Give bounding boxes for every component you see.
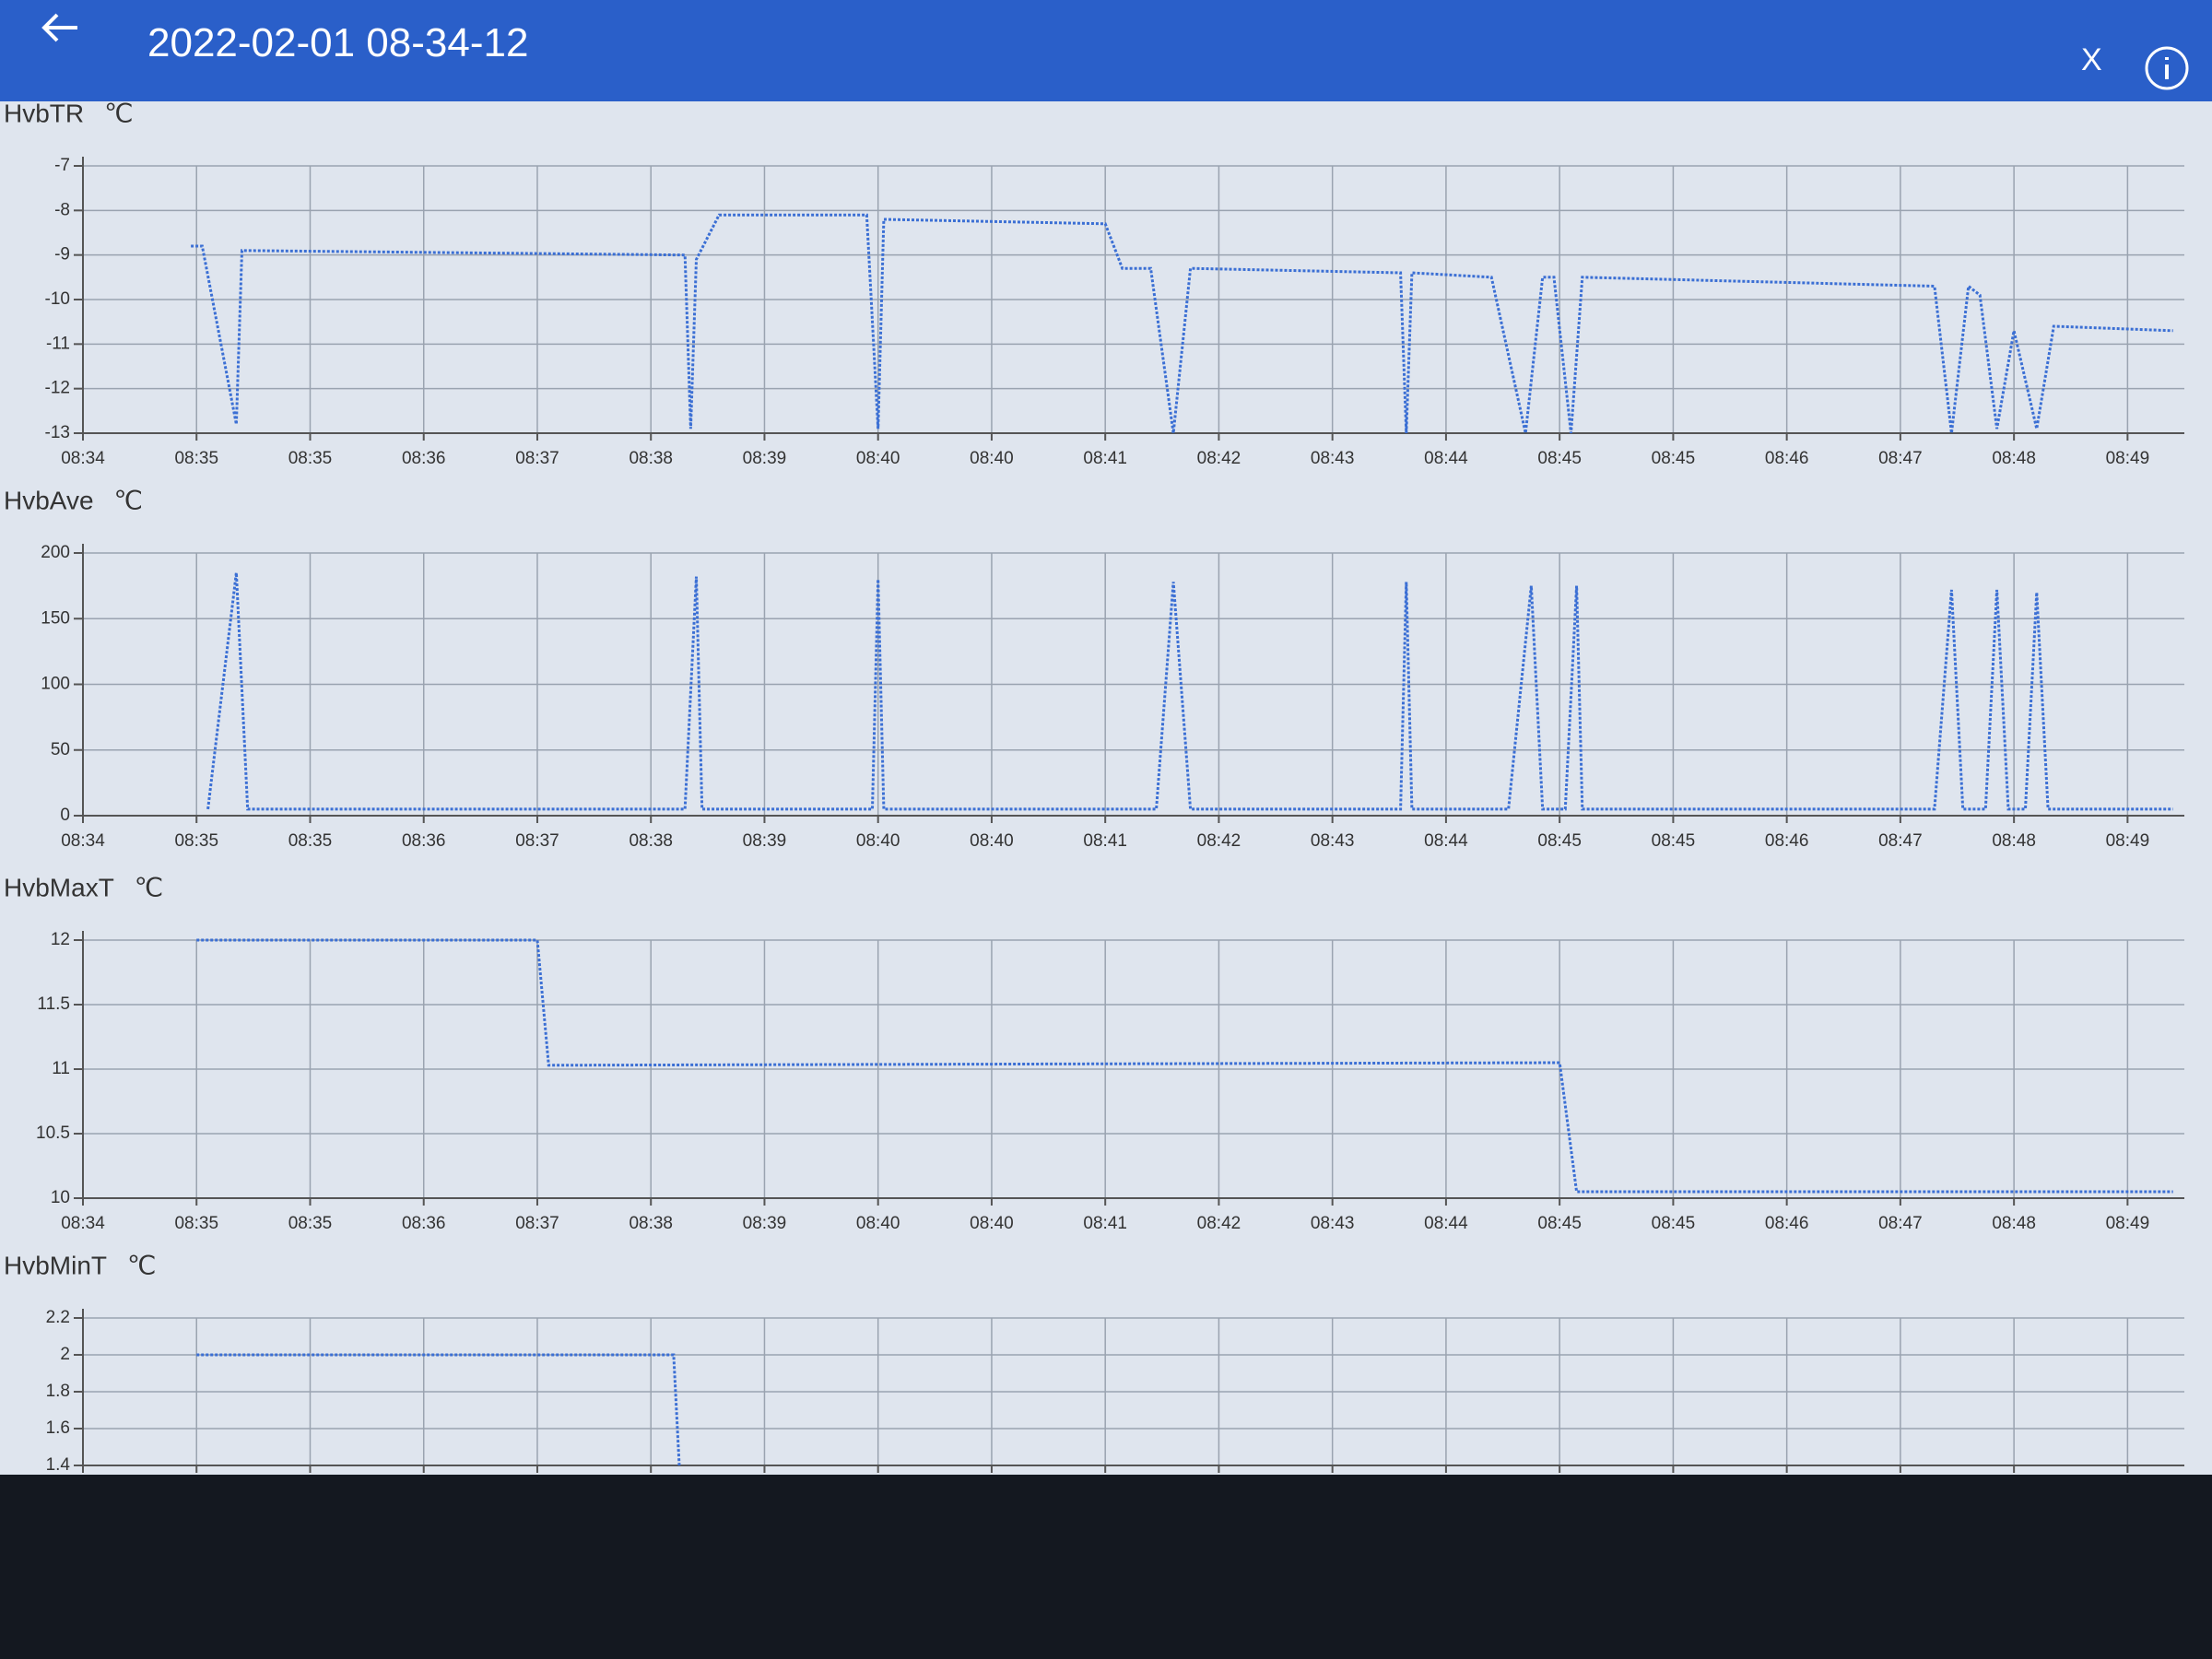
- x-tick-label: 08:45: [1537, 831, 1582, 851]
- chart-unit: ℃: [135, 873, 163, 901]
- x-tick-label: 08:43: [1311, 449, 1355, 468]
- x-tick-label: 08:36: [402, 1214, 446, 1233]
- chart-unit: ℃: [114, 486, 143, 514]
- y-tick-label: -11: [46, 334, 70, 353]
- y-tick-label: 200: [41, 543, 70, 562]
- x-tick-label: 08:37: [515, 449, 559, 468]
- x-tick-label: 08:45: [1652, 449, 1696, 468]
- screen: 2022-02-01 08-34-12 X HvbTR ℃ -7 -8 -9 -10 -11…: [0, 0, 2212, 1475]
- y-tick-label: 11: [52, 1059, 70, 1078]
- y-tick-label: 0: [60, 806, 70, 825]
- top-bar: 2022-02-01 08-34-12 X: [0, 0, 2212, 101]
- x-tick-label: 08:35: [174, 1214, 218, 1233]
- close-button[interactable]: X: [2081, 42, 2102, 77]
- x-tick-label: 08:48: [1992, 1214, 2036, 1233]
- data-line: [196, 1353, 681, 1466]
- x-tick-label: 08:40: [856, 1214, 900, 1233]
- x-tick-label: 08:42: [1197, 1214, 1241, 1233]
- x-tick-label: 08:47: [1878, 831, 1923, 851]
- y-tick-label: -9: [54, 245, 70, 265]
- x-tick-label: 08:45: [1652, 1214, 1696, 1233]
- header-title: 2022-02-01 08-34-12: [147, 20, 529, 65]
- x-tick-label: 08:44: [1424, 449, 1468, 468]
- x-tick-label: 08:41: [1083, 831, 1127, 851]
- x-tick-label: 08:42: [1197, 449, 1241, 468]
- y-tick-label: 1.6: [46, 1418, 70, 1438]
- x-tick-label: 08:45: [1537, 449, 1582, 468]
- x-tick-label: 08:36: [402, 449, 446, 468]
- chart-title: HvbMinT: [4, 1251, 107, 1279]
- x-tick-label: 08:38: [629, 1214, 673, 1233]
- y-tick-label: 1.4: [46, 1455, 71, 1475]
- x-tick-label: 08:35: [288, 1214, 333, 1233]
- y-tick-label: 100: [41, 675, 70, 694]
- y-tick-label: 10.5: [36, 1124, 70, 1143]
- x-tick-label: 08:41: [1083, 1214, 1127, 1233]
- y-tick-label: -10: [45, 289, 70, 309]
- x-tick-label: 08:39: [743, 831, 787, 851]
- x-tick-label: 08:44: [1424, 831, 1468, 851]
- chart-title: HvbTR: [4, 99, 84, 127]
- x-tick-label: 08:35: [174, 831, 218, 851]
- x-tick-label: 08:34: [61, 449, 105, 468]
- y-tick-label: 11.5: [37, 994, 70, 1014]
- x-tick-label: 08:34: [61, 831, 105, 851]
- x-tick-label: 08:35: [288, 831, 333, 851]
- x-tick-label: 08:46: [1765, 1214, 1809, 1233]
- info-button[interactable]: [2143, 44, 2191, 92]
- y-tick-label: 10: [51, 1188, 70, 1207]
- x-tick-label: 08:40: [970, 1214, 1014, 1233]
- x-tick-label: 08:49: [2106, 1214, 2150, 1233]
- x-tick-label: 08:38: [629, 449, 673, 468]
- x-tick-label: 08:40: [970, 831, 1014, 851]
- x-tick-label: 08:45: [1652, 831, 1696, 851]
- x-tick-label: 08:39: [743, 449, 787, 468]
- x-tick-label: 08:45: [1537, 1214, 1582, 1233]
- x-tick-label: 08:34: [61, 1214, 105, 1233]
- x-tick-label: 08:36: [402, 831, 446, 851]
- chart-title: HvbMaxT: [4, 873, 114, 901]
- y-tick-label: -12: [45, 379, 70, 398]
- chart-title: HvbAve: [4, 486, 94, 514]
- x-tick-label: 08:43: [1311, 1214, 1355, 1233]
- chart-unit: ℃: [127, 1251, 156, 1279]
- x-tick-label: 08:49: [2106, 831, 2150, 851]
- x-tick-label: 08:40: [970, 449, 1014, 468]
- data-line: [206, 572, 2173, 811]
- charts: HvbTR ℃ -7 -8 -9 -10 -11 -12 -13 08:34 08:35 08:35 0…: [4, 99, 2184, 1475]
- x-tick-label: 08:47: [1878, 1214, 1923, 1233]
- y-tick-label: 1.8: [46, 1382, 70, 1401]
- x-tick-label: 08:43: [1311, 831, 1355, 851]
- x-tick-label: 08:38: [629, 831, 673, 851]
- x-tick-label: 08:35: [288, 449, 333, 468]
- y-tick-label: -7: [54, 156, 70, 175]
- x-tick-label: 08:47: [1878, 449, 1923, 468]
- x-tick-label: 08:37: [515, 831, 559, 851]
- x-tick-label: 08:41: [1083, 449, 1127, 468]
- x-tick-label: 08:48: [1992, 449, 2036, 468]
- x-tick-label: 08:49: [2106, 449, 2150, 468]
- back-button[interactable]: [37, 9, 83, 46]
- x-tick-label: 08:46: [1765, 449, 1809, 468]
- data-line: [191, 213, 2173, 434]
- y-tick-label: 150: [41, 608, 70, 628]
- y-tick-label: 2: [60, 1345, 70, 1364]
- y-tick-label: 12: [51, 930, 70, 949]
- x-tick-label: 08:37: [515, 1214, 559, 1233]
- x-tick-label: 08:42: [1197, 831, 1241, 851]
- x-tick-label: 08:46: [1765, 831, 1809, 851]
- y-tick-label: -13: [45, 423, 70, 442]
- data-line: [196, 938, 2173, 1194]
- x-tick-label: 08:39: [743, 1214, 787, 1233]
- x-tick-label: 08:35: [174, 449, 218, 468]
- x-tick-label: 08:44: [1424, 1214, 1468, 1233]
- y-tick-label: -8: [54, 200, 70, 219]
- y-tick-label: 2.2: [46, 1308, 70, 1327]
- x-tick-label: 08:40: [856, 831, 900, 851]
- y-tick-label: 50: [51, 740, 70, 759]
- chart-unit: ℃: [104, 99, 133, 127]
- x-tick-label: 08:40: [856, 449, 900, 468]
- x-tick-label: 08:48: [1992, 831, 2036, 851]
